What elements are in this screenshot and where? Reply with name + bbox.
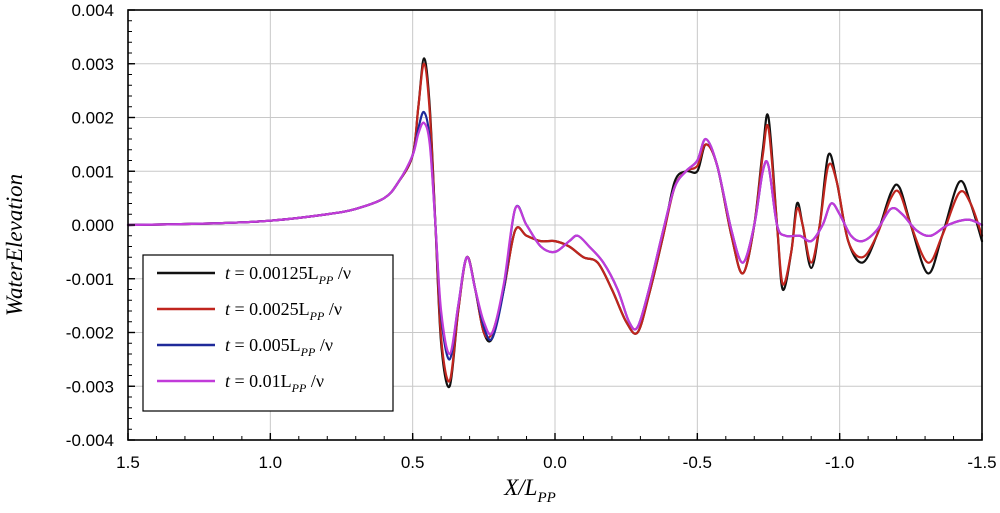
y-tick-label: 0.001 — [71, 162, 114, 181]
x-tick-label: -0.5 — [683, 453, 712, 472]
series-lines — [126, 57, 984, 389]
y-tick-label: 0.002 — [71, 109, 114, 128]
x-tick-label: -1.0 — [825, 453, 854, 472]
y-tick-label: 0.003 — [71, 55, 114, 74]
x-tick-label: 1.5 — [116, 453, 140, 472]
y-tick-label: -0.004 — [66, 431, 114, 450]
y-axis-title: WaterElevation — [2, 174, 27, 316]
y-tick-label: 0.004 — [71, 1, 114, 20]
x-tick-label: -1.5 — [967, 453, 996, 472]
y-tick-label: -0.003 — [66, 377, 114, 396]
grid — [127, 9, 983, 441]
legend-label-4: t = 0.01LPP /ν — [225, 371, 324, 395]
axis-ticks: 1.5 1.0 0.5 0.0 -0.5 -1.0 -1.5 0.004 0.003 0.002 0… — [66, 1, 997, 472]
x-axis-title-sub: PP — [536, 490, 555, 506]
legend-label-2: t = 0.0025LPP /ν — [225, 299, 342, 323]
legend-box — [142, 254, 394, 412]
y-tick-label: -0.001 — [66, 270, 114, 289]
x-tick-label: 0.0 — [543, 453, 567, 472]
legend-label-1: t = 0.00125LPP /ν — [225, 263, 351, 287]
x-axis-title: X/LPP — [503, 475, 556, 506]
series-line-4 — [126, 121, 984, 356]
legend: t = 0.00125LPP /ν t = 0.0025LPP /ν t = 0.0… — [142, 254, 394, 412]
x-tick-label: 0.5 — [401, 453, 425, 472]
legend-label-3: t = 0.005LPP /ν — [225, 335, 333, 359]
x-tick-label: 1.0 — [259, 453, 283, 472]
y-tick-label: -0.002 — [66, 324, 114, 343]
y-tick-label: 0.000 — [71, 216, 114, 235]
x-axis-title-main: X/L — [503, 475, 537, 500]
